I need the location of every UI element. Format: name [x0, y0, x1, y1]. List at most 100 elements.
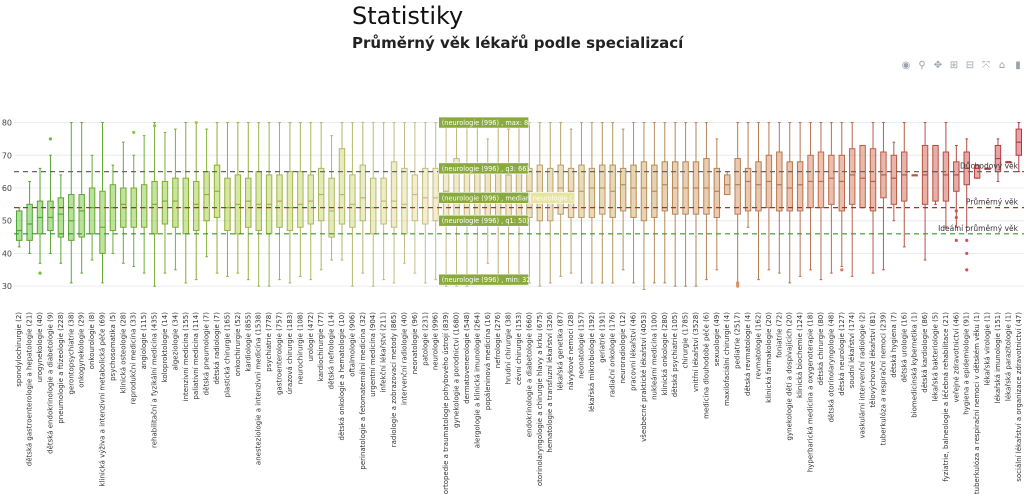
- hover-label-box: [438, 162, 530, 175]
- x-tick-label: chirurgie (1785): [682, 312, 690, 369]
- x-tick-label: pediatrie (2517): [734, 312, 742, 369]
- zoom-in-icon[interactable]: ⊞: [949, 60, 959, 71]
- page-title: Statistiky: [352, 2, 464, 30]
- hover-label-box: [438, 116, 530, 129]
- box-iqr: [630, 164, 637, 218]
- box-iqr: [401, 167, 408, 235]
- box-iqr: [99, 190, 106, 254]
- box-iqr: [755, 161, 762, 212]
- x-tick-label: lékařská mikrobiologie (192): [588, 312, 596, 412]
- x-tick-label: popáleninová medicína (16): [484, 312, 492, 410]
- zoom-out-icon[interactable]: ⊟: [965, 60, 975, 71]
- y-tick-label: 60: [2, 184, 12, 193]
- reference-line-label: Ideální průměrný věk: [938, 224, 1019, 233]
- chart-subtitle: Průměrný věk lékařů podle specializací: [352, 34, 684, 52]
- box-iqr: [838, 154, 845, 212]
- x-tick-label: nukleární medicína (100): [650, 312, 658, 400]
- x-tick-label: neonatologie (157): [577, 312, 585, 379]
- x-tick-label: klinická onkologie (280): [661, 312, 669, 396]
- x-tick-label: foniatrie (72): [775, 312, 783, 358]
- box-iqr: [557, 164, 564, 215]
- box-iqr: [349, 174, 356, 228]
- box-outlier: [48, 137, 53, 141]
- x-tick-label: dětská revmatologie (4): [744, 312, 752, 396]
- box-iqr: [734, 158, 741, 215]
- box-iqr: [422, 167, 429, 225]
- x-tick-label: paliativní medicína (114): [192, 312, 200, 400]
- x-tick-label: psychosomatika (5): [109, 312, 117, 381]
- plotly-logo-icon[interactable]: ▮: [1015, 60, 1021, 71]
- x-tick-label: dětská onkologie a hematologie (10): [338, 312, 346, 441]
- x-tick-label: urogynekologie (40): [36, 312, 44, 383]
- pan-icon[interactable]: ✥: [933, 60, 943, 71]
- x-tick-label: onkochirurgie (52): [234, 312, 242, 377]
- x-tick-label: cévní chirurgie (153): [515, 312, 523, 385]
- box-iqr: [172, 177, 179, 228]
- hover-label-box: [438, 192, 530, 204]
- box-outlier: [954, 215, 958, 220]
- x-tick-label: nefrologie (276): [494, 312, 502, 368]
- x-tick-label: dětská endokrinologie a diabetologie (9): [46, 312, 54, 454]
- box-outlier: [152, 124, 157, 128]
- x-tick-label: vaskulární intervenční radiologie (2): [859, 312, 867, 439]
- x-tick-label: gynekologie dětí a dospívajících (20): [786, 312, 794, 441]
- box-iqr: [390, 161, 398, 228]
- x-tick-label: soudní lékařství (174): [848, 312, 856, 389]
- x-tick-label: onkogynekologie (29): [78, 312, 86, 388]
- reset-axes-icon[interactable]: ⌂: [998, 60, 1006, 71]
- x-tick-label: urgentní medicína (904): [369, 312, 377, 397]
- x-tick-label: kardiologie (855): [244, 312, 252, 372]
- x-tick-label: hematologie a transfuzní lékařství (326): [546, 312, 554, 453]
- y-tick-label: 70: [2, 151, 12, 160]
- x-tick-label: rehabilitační a fyzikální medicína (435): [151, 312, 159, 448]
- reference-line-label: Průměrný věk: [966, 198, 1019, 207]
- box-iqr: [411, 174, 419, 222]
- x-tick-label: dětská hygiena (7): [890, 312, 898, 378]
- x-tick-label: plastická chirurgie (165): [223, 312, 231, 398]
- reference-line-label: Důchodový věk: [960, 162, 1019, 171]
- x-tick-label: psychiatrie (778): [265, 312, 273, 372]
- x-tick-label: hygiena a epidemiologie (91): [963, 312, 971, 415]
- box-iqr: [588, 167, 596, 218]
- x-tick-label: patologie (231): [421, 312, 429, 366]
- autoscale-icon[interactable]: ⤧: [982, 60, 990, 71]
- y-tick-label: 80: [2, 119, 12, 128]
- box-iqr: [68, 194, 75, 241]
- x-tick-label: urologie (472): [307, 312, 315, 362]
- box-iqr: [953, 161, 960, 192]
- box-iqr: [796, 161, 804, 212]
- camera-icon[interactable]: ◉: [901, 60, 911, 71]
- x-tick-label: medicína dlouhodobé péče (6): [702, 312, 710, 419]
- box-iqr: [193, 180, 200, 232]
- x-tick-label: perinatologie a fetomaternální medicína …: [359, 312, 367, 470]
- box-iqr: [255, 171, 262, 232]
- zoom-icon[interactable]: ⚲: [918, 60, 926, 71]
- hover-label-box: [438, 273, 530, 286]
- box-iqr: [640, 161, 648, 222]
- x-tick-label: dětská psychiatrie (105): [671, 312, 679, 398]
- x-tick-label: úrazová chirurgie (183): [286, 312, 294, 395]
- x-tick-label: intenzivní medicína (155): [182, 312, 190, 402]
- y-tick-label: 50: [2, 217, 12, 226]
- x-tick-label: klinická biochemie (124): [796, 312, 804, 398]
- box-iqr: [432, 167, 439, 222]
- box-iqr: [286, 171, 294, 232]
- box-outlier: [954, 238, 958, 242]
- x-tick-label: dětská pneumologie (7): [203, 312, 211, 396]
- box-iqr: [713, 167, 721, 218]
- box-outlier: [840, 268, 844, 272]
- x-tick-label: klinická osteologie (28): [119, 312, 127, 394]
- x-tick-label: intervenční radiologie (40): [400, 312, 408, 405]
- box-iqr: [869, 148, 877, 212]
- y-tick-label: 30: [2, 282, 12, 291]
- box-iqr: [932, 144, 939, 202]
- x-tick-label: radiologie a zobrazovací metody (865): [390, 312, 398, 448]
- hover-label-text: (neurologie (996) , max: 80): [442, 119, 535, 127]
- box-iqr: [828, 154, 835, 205]
- x-tick-label: dětská neurologie (127): [838, 312, 846, 396]
- box-iqr: [182, 177, 190, 235]
- x-tick-label: klinická výživa a intenzivní metabolická…: [99, 312, 107, 487]
- x-tick-label: neuroradiologie (12): [619, 312, 627, 384]
- box-outlier: [38, 271, 42, 275]
